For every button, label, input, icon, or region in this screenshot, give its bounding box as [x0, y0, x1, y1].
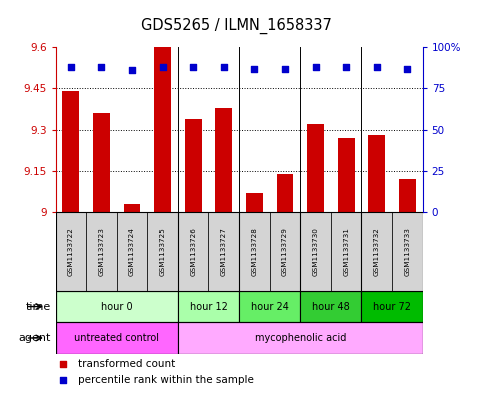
- Bar: [124, 204, 141, 212]
- Bar: [277, 174, 293, 212]
- Point: [251, 66, 258, 72]
- Bar: [239, 212, 270, 291]
- Bar: [56, 291, 178, 322]
- Bar: [399, 179, 416, 212]
- Text: percentile rank within the sample: percentile rank within the sample: [78, 375, 254, 385]
- Bar: [361, 291, 423, 322]
- Text: GSM1133728: GSM1133728: [251, 227, 257, 276]
- Text: hour 12: hour 12: [189, 301, 227, 312]
- Point: [281, 66, 289, 72]
- Point: [373, 64, 381, 70]
- Bar: [300, 212, 331, 291]
- Bar: [209, 212, 239, 291]
- Point: [312, 64, 319, 70]
- Bar: [239, 291, 300, 322]
- Text: hour 72: hour 72: [373, 301, 411, 312]
- Bar: [178, 291, 239, 322]
- Bar: [369, 135, 385, 212]
- Bar: [338, 138, 355, 212]
- Bar: [117, 212, 147, 291]
- Bar: [56, 212, 86, 291]
- Bar: [178, 322, 423, 354]
- Text: GSM1133727: GSM1133727: [221, 227, 227, 276]
- Bar: [300, 291, 361, 322]
- Text: GSM1133722: GSM1133722: [68, 227, 74, 276]
- Bar: [392, 212, 423, 291]
- Point: [67, 64, 75, 70]
- Point: [128, 67, 136, 73]
- Point: [342, 64, 350, 70]
- Point: [98, 64, 105, 70]
- Bar: [93, 113, 110, 212]
- Point: [403, 66, 411, 72]
- Bar: [178, 212, 209, 291]
- Point: [159, 64, 167, 70]
- Text: GSM1133730: GSM1133730: [313, 227, 319, 276]
- Text: GSM1133725: GSM1133725: [159, 227, 166, 276]
- Bar: [185, 119, 201, 212]
- Text: GSM1133732: GSM1133732: [374, 227, 380, 276]
- Text: agent: agent: [18, 333, 51, 343]
- Text: GDS5265 / ILMN_1658337: GDS5265 / ILMN_1658337: [141, 17, 332, 34]
- Bar: [270, 212, 300, 291]
- Text: GSM1133731: GSM1133731: [343, 227, 349, 276]
- Bar: [307, 124, 324, 212]
- Bar: [361, 212, 392, 291]
- Bar: [154, 47, 171, 212]
- Text: transformed count: transformed count: [78, 359, 175, 369]
- Point: [59, 361, 67, 367]
- Point: [220, 64, 227, 70]
- Text: GSM1133723: GSM1133723: [99, 227, 104, 276]
- Bar: [56, 322, 178, 354]
- Bar: [331, 212, 361, 291]
- Point: [59, 377, 67, 384]
- Text: GSM1133726: GSM1133726: [190, 227, 196, 276]
- Text: untreated control: untreated control: [74, 333, 159, 343]
- Text: mycophenolic acid: mycophenolic acid: [255, 333, 346, 343]
- Text: GSM1133733: GSM1133733: [404, 227, 411, 276]
- Point: [189, 64, 197, 70]
- Text: hour 48: hour 48: [312, 301, 350, 312]
- Bar: [246, 193, 263, 212]
- Bar: [62, 91, 79, 212]
- Text: GSM1133724: GSM1133724: [129, 227, 135, 276]
- Text: hour 0: hour 0: [101, 301, 132, 312]
- Text: time: time: [26, 301, 51, 312]
- Text: GSM1133729: GSM1133729: [282, 227, 288, 276]
- Bar: [86, 212, 117, 291]
- Bar: [215, 108, 232, 212]
- Text: hour 24: hour 24: [251, 301, 289, 312]
- Bar: [147, 212, 178, 291]
